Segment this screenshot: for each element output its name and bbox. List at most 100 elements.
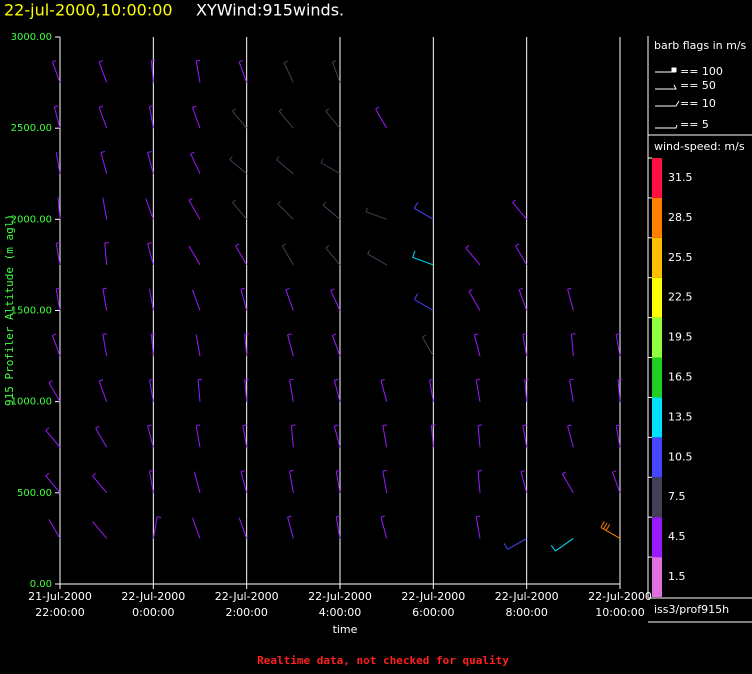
wind-barb	[45, 427, 61, 448]
wind-barb	[98, 379, 108, 402]
wind-barb	[195, 424, 201, 448]
wind-barb	[52, 60, 61, 83]
wind-barb	[283, 60, 294, 83]
wind-barb	[147, 424, 154, 448]
wind-barb	[332, 333, 341, 357]
wind-barb	[289, 469, 294, 493]
wind-barb	[477, 470, 483, 493]
wind-barb	[429, 378, 434, 402]
flag-icon	[655, 100, 680, 107]
wind-barb	[48, 519, 61, 539]
wind-barb	[503, 537, 527, 550]
wind-barb	[512, 199, 528, 220]
wind-barb	[522, 333, 528, 357]
wind-barb	[322, 201, 341, 220]
colorbar-label: 25.5	[668, 251, 693, 264]
colorbar-swatch	[652, 437, 662, 478]
x-tick-label: 22-Jul-2000	[495, 590, 559, 603]
wind-barb	[197, 378, 203, 402]
wind-barb	[332, 60, 341, 83]
x-tick-label: 22-Jul-2000	[308, 590, 372, 603]
wind-barb	[238, 517, 248, 539]
wind-barb	[193, 471, 201, 493]
colorbar-label: 31.5	[668, 171, 693, 184]
colorbar-label: 16.5	[668, 371, 693, 384]
wind-barb	[569, 378, 574, 402]
wind-barb	[192, 105, 201, 129]
y-tick-label: 2000.00	[11, 214, 52, 225]
colorbar-swatch	[652, 158, 662, 198]
wind-barb	[285, 287, 294, 311]
wind-barb	[192, 517, 201, 539]
y-tick-label: 500.00	[17, 488, 52, 499]
chart-subtitle: XYWind:915winds.	[196, 1, 344, 20]
wind-barb	[570, 333, 576, 357]
wind-barb	[567, 287, 574, 311]
wind-barb	[421, 334, 434, 357]
footer: Realtime data, not checked for quality	[257, 654, 509, 667]
wind-barb	[95, 425, 108, 448]
wind-barb	[333, 424, 341, 448]
wind-barb	[92, 473, 108, 494]
wind-barb	[100, 150, 108, 174]
wind-barb	[522, 424, 528, 448]
y-tick-label: 1500.00	[11, 306, 52, 317]
wind-barb	[57, 197, 61, 220]
x-tick-label: 22-Jul-2000	[588, 590, 652, 603]
colorbar-label: 19.5	[668, 331, 693, 344]
wind-barb	[367, 250, 387, 266]
wind-barb	[149, 105, 154, 129]
wind-barb	[382, 424, 388, 448]
y-axis-label: 915 Profiler Altitude (m agl)	[3, 214, 16, 406]
wind-barb	[149, 378, 154, 402]
wind-barb	[188, 245, 201, 266]
wind-barb	[276, 156, 294, 175]
wind-barb	[473, 333, 481, 357]
wind-barb	[281, 243, 294, 266]
wind-barb	[612, 470, 621, 494]
x-tick-label: 2:00:00	[225, 606, 267, 619]
colorbar-swatch	[652, 557, 662, 597]
colorbar-swatch	[652, 357, 662, 398]
wind-barb	[325, 245, 341, 266]
wind-barb	[229, 156, 247, 175]
colorbar-swatch	[652, 317, 662, 358]
wind-barb	[149, 288, 154, 311]
flag-legend-item: == 5	[680, 118, 709, 131]
wind-barb	[147, 150, 154, 174]
x-tick-label: 22-Jul-2000	[121, 590, 185, 603]
wind-barb	[102, 333, 108, 357]
wind-barb	[475, 515, 481, 539]
colorbar-swatch	[652, 277, 662, 318]
x-tick-label: 0:00:00	[132, 606, 174, 619]
colorbar-label: 7.5	[668, 490, 686, 503]
wind-barb	[600, 521, 621, 539]
wind-barb	[192, 289, 201, 311]
wind-barb	[567, 424, 574, 448]
wind-barb	[468, 289, 481, 311]
wind-barb	[232, 108, 248, 129]
wind-barb	[382, 469, 388, 493]
wind-barb	[240, 470, 248, 493]
wind-barb	[330, 288, 341, 311]
wind-barb	[55, 242, 61, 266]
wind-barb	[55, 287, 61, 311]
wind-barb	[412, 250, 434, 266]
wind-barb	[232, 199, 248, 220]
wind-barb	[333, 378, 341, 402]
flag-legend-item: == 50	[680, 79, 716, 92]
colorbar-swatch	[652, 397, 662, 438]
wind-barb	[515, 243, 528, 266]
wind-barb	[149, 469, 154, 493]
wind-barb	[290, 424, 296, 448]
x-axis-label: time	[333, 623, 358, 636]
wind-barb	[465, 245, 481, 266]
colorbar-label: 28.5	[668, 211, 693, 224]
wind-barb	[98, 105, 108, 129]
y-tick-label: 1000.00	[11, 397, 52, 408]
wind-barb	[561, 471, 574, 494]
y-tick-label: 3000.00	[11, 32, 52, 43]
wind-barb	[244, 333, 249, 357]
wind-barb	[150, 333, 156, 357]
